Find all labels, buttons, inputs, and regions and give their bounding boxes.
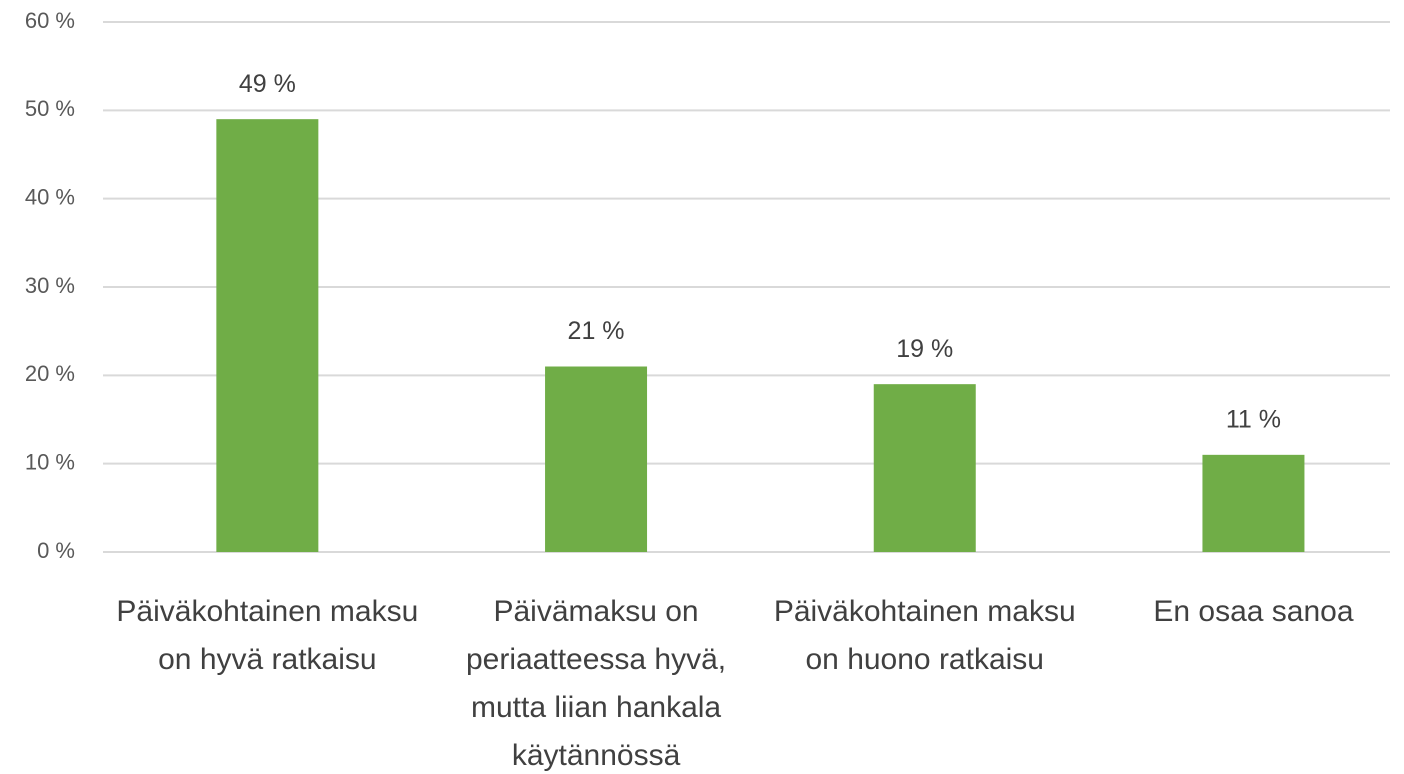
y-tick-label: 10 %: [25, 449, 75, 474]
value-label: 11 %: [1226, 405, 1281, 433]
bar: [216, 119, 319, 553]
bar: [873, 384, 976, 552]
x-tick-label: Päiväkohtainen maksu on huono ratkaisu: [773, 595, 1076, 676]
x-tick-label: Päivämaksu on periaatteessa hyvä, mutta …: [465, 595, 727, 772]
value-label: 21 %: [568, 317, 625, 345]
value-label: 19 %: [896, 335, 953, 363]
y-tick-label: 60 %: [25, 8, 75, 33]
value-label: 49 %: [239, 70, 296, 98]
y-tick-label: 0 %: [37, 538, 75, 563]
y-tick-label: 40 %: [25, 184, 75, 209]
y-tick-label: 30 %: [25, 273, 75, 298]
y-tick-label: 50 %: [25, 96, 75, 121]
bar: [545, 366, 648, 552]
y-tick-label: 20 %: [25, 361, 75, 386]
x-tick-label: Päiväkohtainen maksu on hyvä ratkaisu: [116, 595, 419, 676]
bar: [1202, 454, 1305, 552]
x-tick-label: En osaa sanoa: [1153, 595, 1354, 628]
